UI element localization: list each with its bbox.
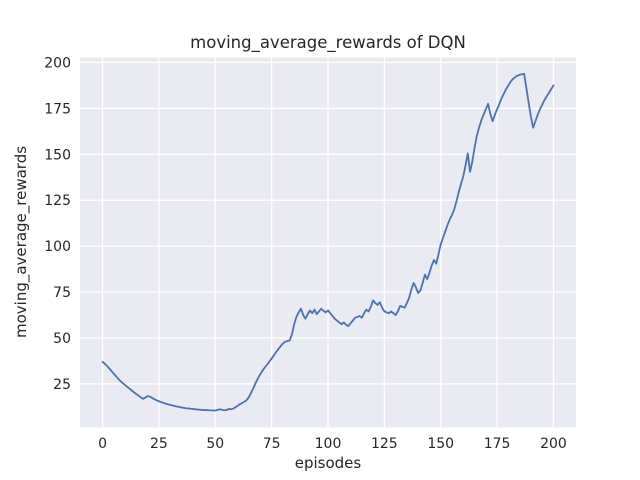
x-tick-label: 100 xyxy=(315,436,342,452)
x-tick-label: 25 xyxy=(150,436,168,452)
x-axis-label: episodes xyxy=(294,454,362,472)
y-tick-label: 75 xyxy=(53,285,71,301)
x-tick-label: 175 xyxy=(484,436,511,452)
y-tick-label: 175 xyxy=(44,101,71,117)
reward-line xyxy=(101,72,555,412)
x-tick-label: 200 xyxy=(540,436,567,452)
y-tick-label: 100 xyxy=(44,239,71,255)
x-tick-label: 0 xyxy=(98,436,107,452)
y-tick-label: 25 xyxy=(53,377,71,393)
y-axis-label: moving_average_rewards xyxy=(12,145,30,339)
chart-title: moving_average_rewards of DQN xyxy=(190,33,466,52)
y-tick-label: 50 xyxy=(53,331,71,347)
x-tick-label: 150 xyxy=(427,436,454,452)
y-tick-label: 200 xyxy=(44,55,71,71)
x-tick-label: 75 xyxy=(263,436,281,452)
x-tick-label: 50 xyxy=(206,436,224,452)
y-tick-label: 150 xyxy=(44,147,71,163)
y-tick-label: 125 xyxy=(44,193,71,209)
x-tick-label: 125 xyxy=(371,436,398,452)
